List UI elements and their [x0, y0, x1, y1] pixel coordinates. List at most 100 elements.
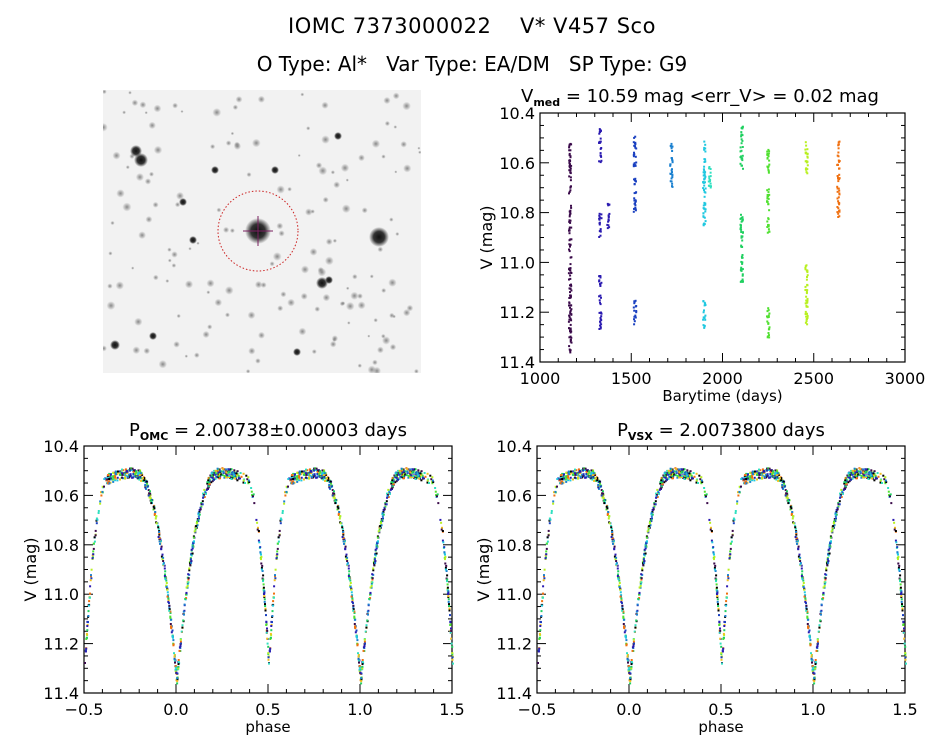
data-point — [767, 170, 770, 173]
data-point — [193, 540, 195, 543]
data-point — [648, 525, 651, 528]
faint-star — [144, 111, 148, 115]
data-point — [730, 536, 733, 539]
data-point — [607, 517, 610, 520]
data-point — [767, 171, 770, 174]
data-point — [308, 477, 311, 480]
data-point — [180, 642, 182, 645]
data-point — [545, 553, 548, 556]
data-point — [643, 553, 645, 556]
data-point — [419, 475, 422, 478]
data-point — [196, 520, 198, 523]
data-point — [375, 552, 378, 555]
data-point — [385, 500, 388, 503]
data-point — [159, 542, 161, 545]
data-point — [376, 542, 379, 545]
data-point — [568, 215, 571, 218]
data-point — [806, 616, 809, 619]
data-point — [139, 472, 142, 475]
data-point — [278, 534, 281, 537]
data-point — [667, 469, 670, 472]
data-point — [178, 649, 181, 652]
data-point — [596, 479, 599, 482]
data-point — [693, 475, 696, 478]
data-point — [569, 243, 572, 246]
data-point — [355, 629, 358, 632]
data-point — [327, 479, 330, 482]
data-point — [811, 668, 814, 671]
data-point — [112, 480, 115, 483]
series-season-4 — [669, 142, 674, 188]
data-point — [359, 671, 362, 674]
data-point — [316, 476, 319, 479]
data-point — [820, 613, 822, 616]
data-point — [283, 502, 286, 505]
data-point — [791, 511, 794, 513]
data-point — [824, 581, 827, 584]
data-point — [810, 652, 812, 655]
data-point — [375, 547, 378, 550]
data-point — [670, 142, 673, 145]
data-point — [635, 310, 638, 312]
data-point — [361, 667, 364, 670]
data-point — [598, 221, 601, 224]
data-point — [169, 612, 172, 614]
data-point — [357, 659, 360, 662]
data-point — [774, 474, 777, 477]
data-point — [93, 540, 96, 543]
data-point — [632, 638, 635, 641]
data-point — [406, 467, 409, 470]
data-point — [568, 314, 571, 317]
data-point — [540, 621, 542, 624]
data-point — [569, 335, 572, 338]
data-point — [634, 145, 636, 148]
data-point — [806, 623, 809, 625]
data-point — [570, 313, 573, 316]
data-point — [202, 494, 205, 496]
data-point — [758, 468, 760, 471]
data-point — [266, 637, 269, 640]
data-point — [571, 471, 574, 474]
data-point — [348, 570, 351, 573]
data-point — [708, 167, 711, 170]
data-point — [671, 475, 674, 478]
data-point — [121, 473, 124, 476]
data-point — [321, 474, 324, 477]
x-axis-label: Barytime (days) — [662, 387, 782, 405]
faint-star — [165, 279, 170, 283]
data-point — [596, 477, 599, 480]
data-point — [715, 589, 718, 592]
data-point — [132, 470, 135, 473]
data-point — [828, 547, 831, 550]
data-point — [828, 546, 831, 549]
data-point — [183, 603, 186, 606]
data-point — [634, 204, 637, 207]
data-point — [421, 474, 424, 477]
data-point — [273, 579, 276, 582]
data-point — [623, 625, 626, 628]
data-point — [790, 514, 793, 516]
data-point — [766, 220, 769, 223]
data-point — [759, 469, 762, 472]
data-point — [622, 616, 625, 619]
data-point — [356, 636, 358, 639]
data-point — [276, 542, 279, 545]
data-point — [211, 476, 214, 479]
data-point — [342, 537, 345, 540]
data-point — [806, 274, 809, 277]
data-point — [567, 272, 570, 275]
data-point — [903, 642, 906, 645]
data-point — [847, 474, 850, 477]
data-point — [815, 649, 818, 652]
data-point — [176, 680, 179, 683]
data-point — [838, 215, 841, 218]
data-point — [568, 248, 570, 251]
data-point — [617, 578, 620, 581]
data-point — [862, 468, 865, 471]
data-point — [646, 530, 649, 533]
data-point — [600, 494, 603, 497]
data-point — [436, 495, 438, 498]
data-point — [394, 472, 397, 475]
data-point — [568, 165, 571, 168]
faint-star — [144, 178, 152, 185]
